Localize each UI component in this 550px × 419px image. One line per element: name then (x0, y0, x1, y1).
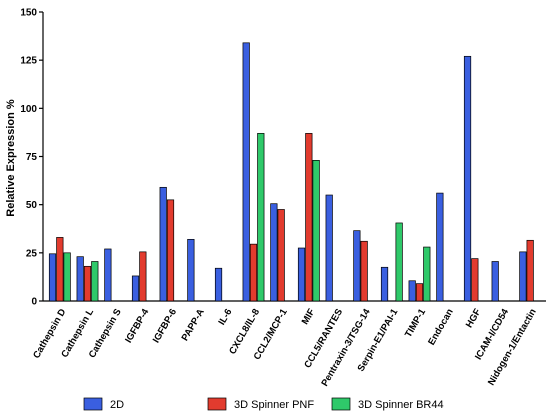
legend-label: 3D Spinner PNF (234, 399, 314, 411)
bar-2d (297, 247, 306, 302)
bar-3d-spinner-br44 (312, 160, 320, 302)
y-tick-label: 50 (26, 200, 38, 211)
y-axis-title: Relative Expression % (5, 99, 17, 217)
bar-2d (214, 267, 223, 302)
bar-3d-spinner-pnf (471, 258, 479, 302)
bar-3d-spinner-pnf (415, 283, 424, 302)
y-tick-label: 75 (26, 152, 38, 163)
bar-3d-spinner-pnf (305, 133, 313, 302)
bar-3d-spinner-pnf (277, 209, 285, 302)
y-tick-label: 0 (31, 297, 37, 308)
bar-2d (242, 42, 250, 302)
bars (48, 42, 534, 302)
bar-2d (380, 266, 389, 302)
bar-2d (187, 238, 195, 302)
bar-2d (408, 280, 416, 302)
x-category-label: MIF (300, 307, 318, 327)
legend-swatch (83, 397, 103, 411)
legend: 2D 3D Spinner PNF 3D Spinner BR44 (83, 397, 444, 411)
y-tick-label: 150 (20, 8, 37, 19)
bar-2d (131, 275, 140, 302)
legend-swatch (331, 397, 351, 411)
bar-3d-spinner-br44 (395, 222, 403, 302)
legend-label: 3D Spinner BR44 (358, 399, 444, 411)
x-category-label: IGFBP-6 (151, 307, 179, 345)
bar-3d-spinner-br44 (423, 246, 431, 302)
bar-2d (159, 186, 167, 302)
bar-2d (463, 55, 472, 302)
x-category-label: TIMP-1 (403, 306, 428, 339)
bar-3d-spinner-pnf (56, 237, 64, 302)
bar-2d (491, 261, 499, 302)
bar-3d-spinner-pnf (249, 243, 258, 302)
bar-3d-spinner-pnf (83, 265, 92, 302)
bar-2d (48, 253, 57, 302)
x-category-label: Pentraxin-3/TSG-14 (319, 306, 373, 388)
y-tick-label: 100 (20, 104, 37, 115)
bar-3d-spinner-pnf (526, 239, 534, 302)
y-tick-label: 25 (26, 248, 38, 259)
x-category-label: IGFBP-4 (123, 306, 152, 345)
x-category-label: IL-6 (216, 307, 234, 327)
legend-swatch (207, 397, 227, 411)
x-category-label: Endocan (426, 307, 456, 347)
bar-2d (436, 192, 444, 302)
bar-2d (353, 230, 361, 302)
bar-3d-spinner-br44 (257, 133, 265, 302)
bar-2d (76, 256, 84, 302)
bar-2d (325, 194, 333, 302)
bar-2d (519, 251, 527, 302)
bar-3d-spinner-pnf (166, 199, 175, 302)
bar-3d-spinner-pnf (139, 251, 147, 302)
bar-3d-spinner-br44 (63, 252, 71, 302)
bar-2d (270, 203, 278, 302)
bar-2d (104, 248, 112, 302)
x-category-label: PAPP-A (180, 307, 207, 343)
bar-3d-spinner-pnf (360, 240, 368, 302)
y-tick-label: 125 (20, 56, 37, 67)
bar-3d-spinner-br44 (91, 261, 99, 302)
legend-label: 2D (110, 399, 124, 411)
x-category-label: HGF (464, 307, 484, 330)
y-axis: 0 25 50 75 100 125 150 (20, 8, 44, 308)
